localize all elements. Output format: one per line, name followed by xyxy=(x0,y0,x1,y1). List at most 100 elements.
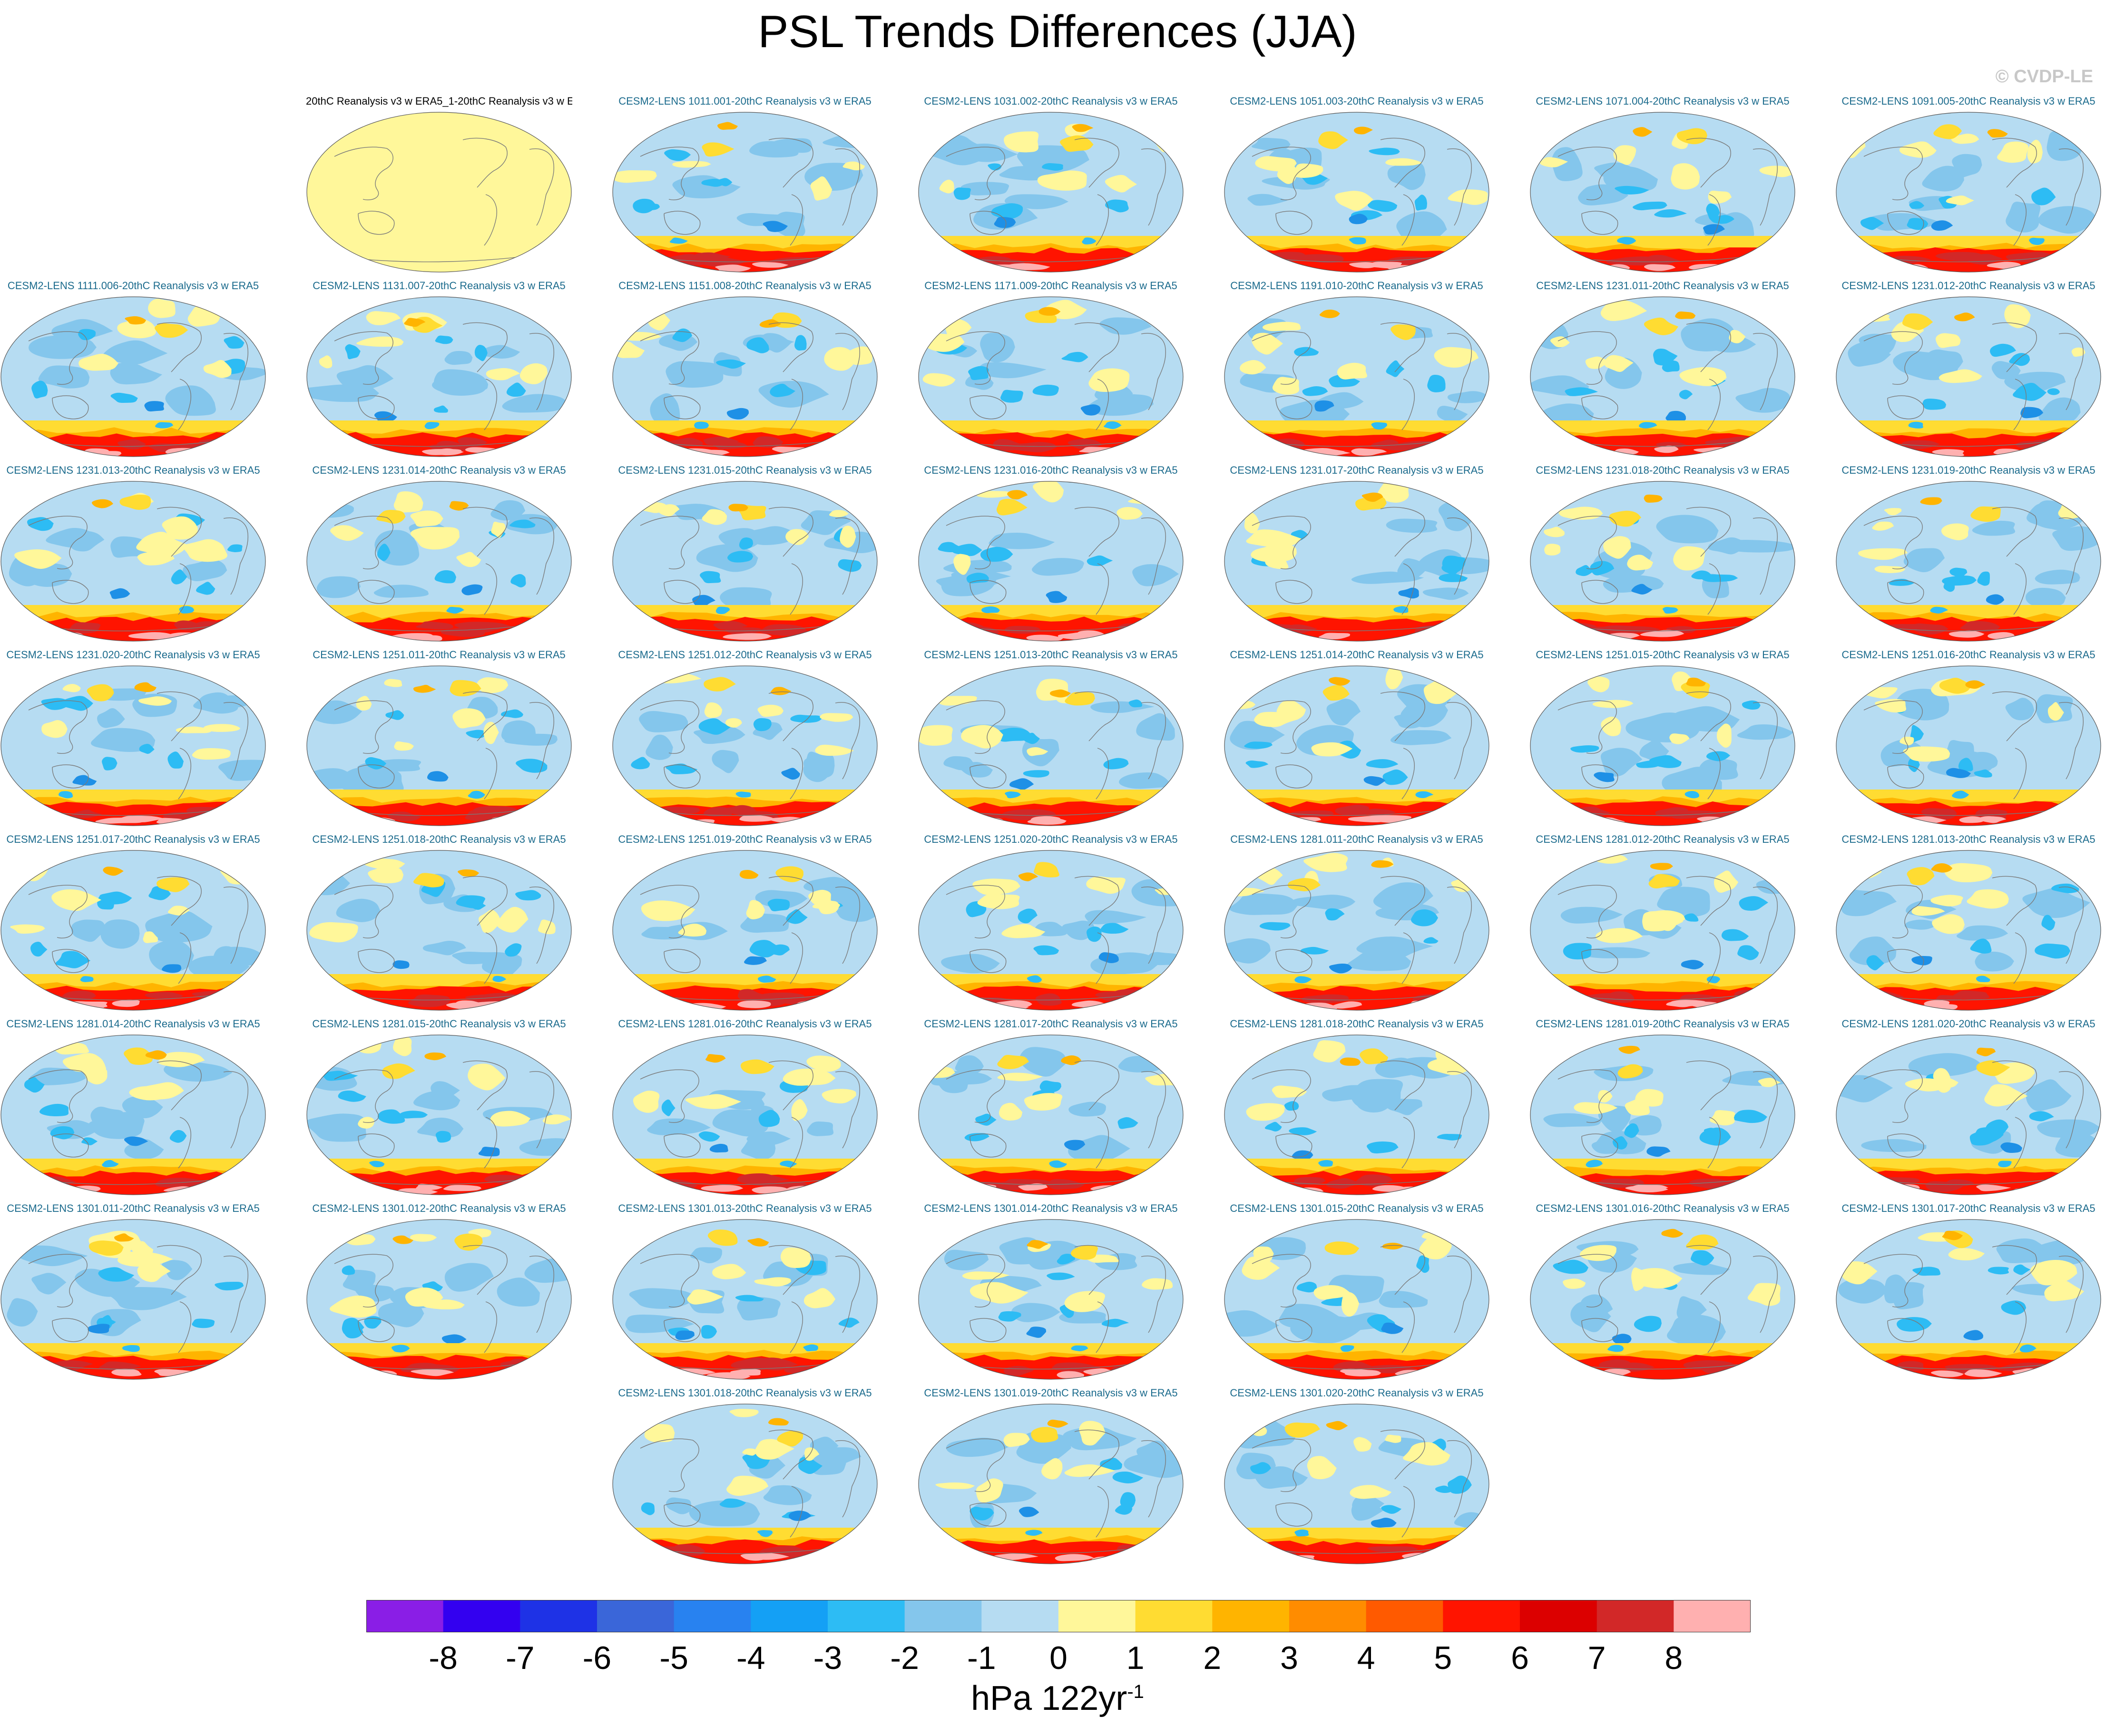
member-map xyxy=(1836,296,2101,457)
panel-title: CESM2-LENS 1281.013-20thC Reanalysis v3 … xyxy=(1841,833,2095,845)
panel-member: CESM2-LENS 1301.019-20thC Reanalysis v3 … xyxy=(918,1387,1184,1565)
colorbar-swatch xyxy=(751,1600,828,1632)
panel-title: CESM2-LENS 1071.004-20thC Reanalysis v3 … xyxy=(1536,95,1790,107)
panel-member: CESM2-LENS 1251.020-20thC Reanalysis v3 … xyxy=(918,833,1184,1012)
panel-member: CESM2-LENS 1231.019-20thC Reanalysis v3 … xyxy=(1835,464,2102,643)
panel-title: 20thC Reanalysis v3 w ERA5_1-20thC Reana… xyxy=(306,95,572,107)
member-map xyxy=(1224,112,1489,273)
colorbar-swatch xyxy=(597,1600,675,1632)
member-map xyxy=(306,296,572,457)
panel-member: CESM2-LENS 1231.014-20thC Reanalysis v3 … xyxy=(306,464,572,643)
colorbar-swatch xyxy=(828,1600,905,1632)
colorbar-tick-label: -3 xyxy=(813,1640,842,1676)
colorbar-tick-label: 3 xyxy=(1280,1640,1298,1676)
member-map xyxy=(918,1404,1184,1564)
panel-member: CESM2-LENS 1251.013-20thC Reanalysis v3 … xyxy=(918,649,1184,827)
panel-title: CESM2-LENS 1251.017-20thC Reanalysis v3 … xyxy=(6,833,260,845)
colorbar-swatch xyxy=(366,1600,444,1632)
panel-member: CESM2-LENS 1251.017-20thC Reanalysis v3 … xyxy=(0,833,266,1012)
member-map xyxy=(918,665,1184,826)
member-map xyxy=(306,850,572,1011)
panel-title: CESM2-LENS 1281.016-20thC Reanalysis v3 … xyxy=(618,1018,872,1030)
colorbar-tick-label: 6 xyxy=(1511,1640,1529,1676)
panel-title: CESM2-LENS 1011.001-20thC Reanalysis v3 … xyxy=(618,95,871,107)
member-map xyxy=(1836,481,2101,642)
member-map xyxy=(0,481,266,642)
panel-title: CESM2-LENS 1251.011-20thC Reanalysis v3 … xyxy=(313,649,566,661)
colorbar-swatch xyxy=(520,1600,597,1632)
panel-title: CESM2-LENS 1251.012-20thC Reanalysis v3 … xyxy=(618,649,872,661)
panel-title: CESM2-LENS 1281.014-20thC Reanalysis v3 … xyxy=(6,1018,260,1030)
panel-member: CESM2-LENS 1301.016-20thC Reanalysis v3 … xyxy=(1529,1202,1796,1381)
panel-member: CESM2-LENS 1111.006-20thC Reanalysis v3 … xyxy=(0,280,266,458)
panel-title: CESM2-LENS 1281.011-20thC Reanalysis v3 … xyxy=(1230,833,1483,845)
member-map xyxy=(306,665,572,826)
member-map xyxy=(612,1034,878,1195)
colorbar-tick-label: 1 xyxy=(1126,1640,1145,1676)
panel-member: CESM2-LENS 1231.012-20thC Reanalysis v3 … xyxy=(1835,280,2102,458)
member-map xyxy=(1836,1034,2101,1195)
colorbar-tick-label: 0 xyxy=(1049,1640,1067,1676)
colorbar-swatch xyxy=(674,1600,751,1632)
member-map xyxy=(1224,296,1489,457)
panel-title: CESM2-LENS 1281.012-20thC Reanalysis v3 … xyxy=(1536,833,1790,845)
member-map xyxy=(1224,481,1489,642)
member-map xyxy=(1530,481,1795,642)
member-map xyxy=(612,481,878,642)
colorbar: -8 -7 -6 -5 -4 -3 -2 -1 0 1 2 3 4 5 6 7 8 xyxy=(366,1600,1751,1676)
panel-title: CESM2-LENS 1301.017-20thC Reanalysis v3 … xyxy=(1841,1202,2095,1214)
panel-member: CESM2-LENS 1301.011-20thC Reanalysis v3 … xyxy=(0,1202,266,1381)
panel-member: CESM2-LENS 1301.012-20thC Reanalysis v3 … xyxy=(306,1202,572,1381)
panel-title: CESM2-LENS 1251.019-20thC Reanalysis v3 … xyxy=(618,833,872,845)
member-map xyxy=(1224,850,1489,1011)
panel-title: CESM2-LENS 1301.013-20thC Reanalysis v3 … xyxy=(618,1202,872,1214)
member-map xyxy=(1836,665,2101,826)
panel-title: CESM2-LENS 1281.018-20thC Reanalysis v3 … xyxy=(1230,1018,1484,1030)
panel-title: CESM2-LENS 1251.016-20thC Reanalysis v3 … xyxy=(1841,649,2095,661)
member-map xyxy=(1224,1404,1489,1564)
panel-title: CESM2-LENS 1301.016-20thC Reanalysis v3 … xyxy=(1536,1202,1790,1214)
colorbar-swatch xyxy=(1596,1600,1674,1632)
colorbar-unit-label: hPa 122yr-1 xyxy=(971,1679,1144,1717)
panel-member: CESM2-LENS 1231.016-20thC Reanalysis v3 … xyxy=(918,464,1184,643)
panel-title: CESM2-LENS 1301.019-20thC Reanalysis v3 … xyxy=(924,1387,1178,1399)
member-map xyxy=(1530,665,1795,826)
member-map xyxy=(306,1219,572,1380)
panel-title: CESM2-LENS 1301.012-20thC Reanalysis v3 … xyxy=(312,1202,566,1214)
panel-member: CESM2-LENS 1231.018-20thC Reanalysis v3 … xyxy=(1529,464,1796,643)
panel-title: CESM2-LENS 1231.017-20thC Reanalysis v3 … xyxy=(1230,464,1484,476)
member-map xyxy=(918,112,1184,273)
panel-title: CESM2-LENS 1251.015-20thC Reanalysis v3 … xyxy=(1536,649,1790,661)
panel-member: CESM2-LENS 1011.001-20thC Reanalysis v3 … xyxy=(612,95,878,273)
panel-member: CESM2-LENS 1281.018-20thC Reanalysis v3 … xyxy=(1224,1018,1490,1196)
panel-member: CESM2-LENS 1251.018-20thC Reanalysis v3 … xyxy=(306,833,572,1012)
colorbar-tick-label: 8 xyxy=(1665,1640,1683,1676)
panel-title: CESM2-LENS 1171.009-20thC Reanalysis v3 … xyxy=(924,280,1177,292)
colorbar-swatch xyxy=(981,1600,1059,1632)
member-map xyxy=(918,1034,1184,1195)
panel-member: CESM2-LENS 1231.011-20thC Reanalysis v3 … xyxy=(1529,280,1796,458)
panel-member: CESM2-LENS 1301.017-20thC Reanalysis v3 … xyxy=(1835,1202,2102,1381)
panel-member: CESM2-LENS 1281.012-20thC Reanalysis v3 … xyxy=(1529,833,1796,1012)
panel-title: CESM2-LENS 1301.020-20thC Reanalysis v3 … xyxy=(1230,1387,1484,1399)
colorbar-tick-label: -5 xyxy=(659,1640,688,1676)
member-map xyxy=(1836,1219,2101,1380)
panel-title: CESM2-LENS 1301.011-20thC Reanalysis v3 … xyxy=(7,1202,260,1214)
panel-member: CESM2-LENS 1231.015-20thC Reanalysis v3 … xyxy=(612,464,878,643)
panel-member: CESM2-LENS 1231.017-20thC Reanalysis v3 … xyxy=(1224,464,1490,643)
member-map xyxy=(1224,1219,1489,1380)
panel-member: CESM2-LENS 1251.016-20thC Reanalysis v3 … xyxy=(1835,649,2102,827)
colorbar-swatch xyxy=(1135,1600,1213,1632)
member-map xyxy=(1530,1219,1795,1380)
member-map xyxy=(612,296,878,457)
member-map xyxy=(0,1219,266,1380)
panel-title: CESM2-LENS 1131.007-20thC Reanalysis v3 … xyxy=(313,280,566,292)
panel-title: CESM2-LENS 1301.018-20thC Reanalysis v3 … xyxy=(618,1387,872,1399)
member-map xyxy=(0,850,266,1011)
panel-member: CESM2-LENS 1281.013-20thC Reanalysis v3 … xyxy=(1835,833,2102,1012)
panel-member: CESM2-LENS 1301.014-20thC Reanalysis v3 … xyxy=(918,1202,1184,1381)
panel-member: CESM2-LENS 1171.009-20thC Reanalysis v3 … xyxy=(918,280,1184,458)
panel-member: CESM2-LENS 1071.004-20thC Reanalysis v3 … xyxy=(1529,95,1796,273)
panel-title: CESM2-LENS 1231.013-20thC Reanalysis v3 … xyxy=(6,464,260,476)
panel-title: CESM2-LENS 1301.015-20thC Reanalysis v3 … xyxy=(1230,1202,1484,1214)
